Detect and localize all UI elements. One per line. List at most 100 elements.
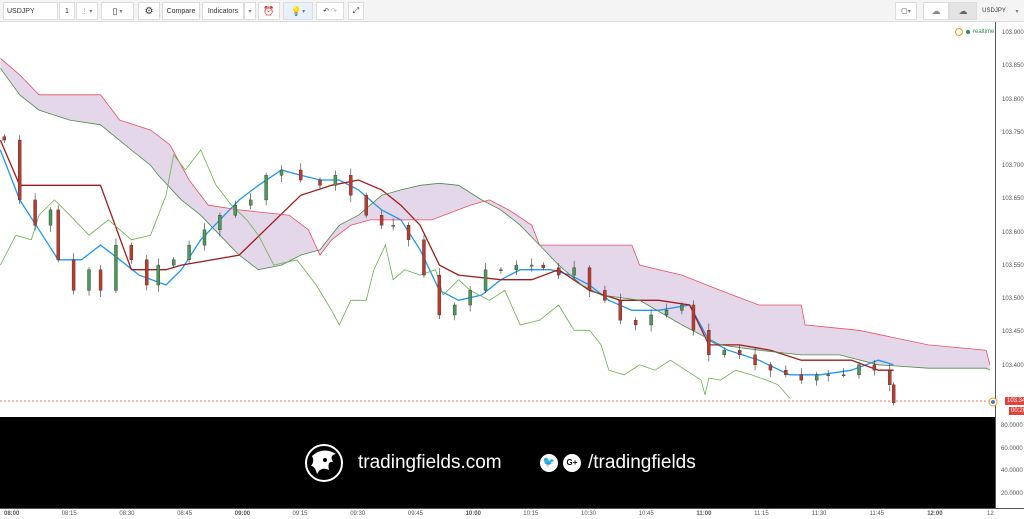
candle-body bbox=[649, 314, 653, 326]
candle-body bbox=[468, 290, 472, 306]
time-tick-label: 09:15 bbox=[292, 511, 308, 517]
candle-body bbox=[2, 136, 6, 141]
gear-icon: ⚙ bbox=[144, 5, 154, 17]
last-price-marker-dot bbox=[991, 400, 995, 404]
indicator-tick-label: 60.0000 bbox=[1001, 445, 1023, 452]
indicators-button[interactable]: Indicators bbox=[202, 2, 244, 20]
time-tick-label: 10:30 bbox=[581, 511, 597, 517]
ideas-button[interactable]: 💡 ▾ bbox=[283, 2, 313, 20]
candle-body bbox=[483, 269, 488, 291]
indicator-tick-label: 80.0000 bbox=[1001, 423, 1023, 429]
toolbar: USDJPY 1 ⋮ ▾ ▯ ▾ ⚙ Compare Indicators ▾ … bbox=[0, 0, 1024, 22]
price-tick-label: 103.750 bbox=[1002, 129, 1024, 136]
social-handle: /tradingfields bbox=[588, 452, 696, 473]
candle-body bbox=[514, 264, 519, 270]
time-tick-label: 11:30 bbox=[811, 511, 827, 517]
cloud-icon: ☁ bbox=[931, 5, 941, 16]
price-tick-label: 103.700 bbox=[1002, 163, 1024, 169]
candle-body bbox=[318, 179, 322, 186]
countdown-label: 00:26 bbox=[1009, 407, 1024, 415]
indicators-dropdown[interactable]: ▾ bbox=[244, 2, 256, 20]
candle-body bbox=[187, 244, 191, 260]
chevron-down-icon: ▾ bbox=[1015, 8, 1019, 15]
candle-body bbox=[499, 269, 503, 271]
candle-body bbox=[891, 384, 896, 403]
alarm-clock-icon: ⏰ bbox=[263, 5, 275, 16]
candle-body bbox=[349, 175, 353, 196]
time-tick-label: 11:45 bbox=[869, 511, 885, 517]
realtime-dot-icon bbox=[966, 30, 970, 34]
chart-type-button[interactable]: ▯ ▾ bbox=[101, 2, 134, 20]
candle-body bbox=[872, 364, 877, 371]
chevron-down-icon: ▾ bbox=[119, 8, 123, 15]
indicator-tick-label: 40.0000 bbox=[1001, 468, 1023, 475]
candle-body bbox=[391, 224, 395, 227]
load-cloud-button[interactable]: ☁ bbox=[949, 2, 977, 20]
cloud-upload-icon: ☁ bbox=[958, 5, 968, 16]
candle-body bbox=[753, 354, 757, 366]
layout-button[interactable]: ▢ ▾ bbox=[895, 2, 917, 20]
candle-body bbox=[145, 259, 149, 286]
kijun-line bbox=[0, 139, 894, 371]
chevron-down-icon: ▾ bbox=[248, 8, 252, 15]
candle-body bbox=[707, 330, 711, 356]
candle-body bbox=[557, 267, 561, 276]
price-tick-label: 103.800 bbox=[1002, 96, 1024, 103]
twitter-icon: 🐦 bbox=[540, 454, 558, 472]
price-tick-label: 103.550 bbox=[1002, 262, 1024, 269]
interval-button[interactable]: 1 bbox=[59, 2, 75, 20]
site-name: tradingfields.com bbox=[358, 452, 502, 473]
candle-body bbox=[87, 269, 91, 291]
candle-body bbox=[171, 259, 176, 266]
candle-body bbox=[233, 205, 238, 216]
candle-body bbox=[379, 215, 384, 226]
time-tick-label: 11:15 bbox=[754, 511, 769, 517]
alert-button[interactable]: ⏰ bbox=[258, 2, 280, 20]
square-icon: ▢ bbox=[901, 8, 908, 15]
span_a-line bbox=[0, 57, 991, 365]
fullscreen-button[interactable]: ⤢ bbox=[348, 2, 364, 20]
price-tick-label: 103.500 bbox=[1002, 296, 1024, 302]
candle-body bbox=[299, 169, 303, 181]
price-tick-label: 103.600 bbox=[1002, 229, 1024, 236]
candle-body bbox=[33, 199, 37, 226]
time-tick-label: 09:45 bbox=[407, 511, 423, 517]
status-circle-icon bbox=[955, 28, 963, 36]
candle-body bbox=[71, 259, 76, 291]
candle-body bbox=[453, 304, 457, 316]
interval-dropdown[interactable]: ⋮ ▾ bbox=[76, 2, 98, 20]
chevron-down-icon: ▾ bbox=[302, 8, 306, 15]
compare-button[interactable]: Compare bbox=[162, 2, 200, 20]
undo-icon[interactable]: ↶ bbox=[323, 8, 330, 15]
candle-body bbox=[618, 300, 622, 321]
candle-body bbox=[857, 364, 861, 376]
price-tick-label: 103.450 bbox=[1002, 329, 1024, 336]
time-tick-label: 10:45 bbox=[638, 511, 654, 517]
status-legend: realtime bbox=[955, 28, 994, 36]
save-cloud-button[interactable]: ☁ bbox=[923, 2, 949, 20]
layout-name[interactable]: USDJPY bbox=[982, 8, 1006, 14]
candle-body bbox=[333, 175, 338, 186]
price-tick-label: 103.900 bbox=[1002, 30, 1024, 36]
time-tick-label: 08:45 bbox=[177, 511, 193, 517]
undo-redo-group[interactable]: ↶ ↷ bbox=[316, 2, 344, 20]
candle-body bbox=[722, 350, 726, 356]
candle-body bbox=[768, 364, 773, 371]
layout-dropdown[interactable]: ▾ bbox=[1011, 2, 1023, 20]
candle-body bbox=[530, 264, 534, 267]
lightbulb-icon: 💡 bbox=[290, 5, 303, 16]
settings-button[interactable]: ⚙ bbox=[138, 2, 160, 20]
redo-icon[interactable]: ↷ bbox=[330, 8, 337, 15]
symbol-input[interactable]: USDJPY bbox=[3, 2, 58, 20]
candle-body bbox=[156, 264, 161, 286]
price-tick-label: 103.850 bbox=[1002, 63, 1024, 70]
lion-logo-icon bbox=[305, 444, 343, 482]
candle-body bbox=[48, 209, 53, 226]
candle-body bbox=[218, 215, 222, 231]
time-tick-label: 11:00 bbox=[696, 511, 712, 517]
candle-body bbox=[634, 320, 638, 326]
candle-body bbox=[202, 229, 207, 246]
candle-body bbox=[541, 264, 545, 268]
candle-body bbox=[248, 199, 253, 206]
